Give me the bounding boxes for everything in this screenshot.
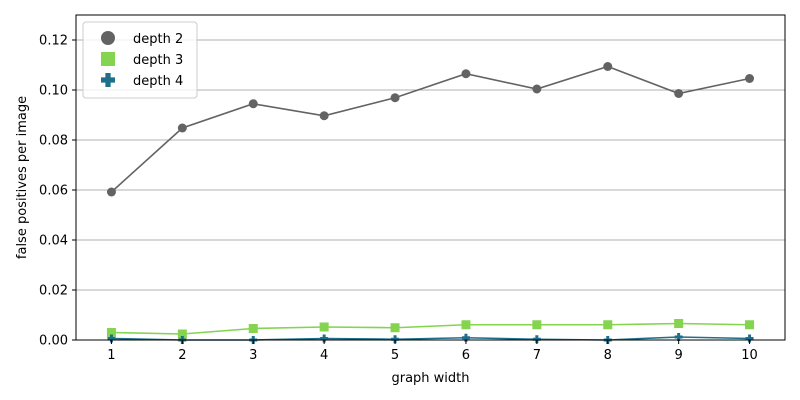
data-point	[106, 328, 116, 337]
data-point	[461, 320, 471, 330]
data-point	[674, 319, 684, 328]
series-2	[106, 319, 755, 339]
data-point	[461, 69, 471, 79]
x-tick-label: 9	[675, 348, 683, 363]
data-point	[107, 334, 116, 343]
plot-frame	[75, 14, 786, 341]
series-line	[110, 65, 750, 193]
legend-item: depth 3	[101, 52, 183, 68]
y-tick-label: 0.00	[39, 334, 68, 349]
data-point	[532, 320, 542, 330]
y-axis-label: false positives per image	[15, 96, 30, 259]
x-tick-label: 8	[604, 348, 612, 363]
legend-marker	[101, 31, 115, 45]
x-axis: 1 2 3 4 5 6 7 8 9 10	[107, 340, 758, 363]
data-point	[674, 333, 683, 341]
data-point	[603, 320, 613, 330]
series-layer	[106, 62, 755, 344]
legend-label: depth 2	[133, 32, 183, 47]
y-tick-label: 0.12	[39, 34, 68, 49]
data-point	[320, 334, 329, 343]
y-axis: 0.00 0.02 0.04 0.06 0.08 0.10 0.12	[39, 34, 76, 349]
data-point	[177, 123, 187, 133]
y-tick-label: 0.10	[39, 84, 68, 99]
y-tick-label: 0.06	[39, 184, 68, 199]
series-1	[106, 62, 755, 197]
x-axis-label: graph width	[391, 371, 469, 386]
data-point	[391, 335, 400, 344]
y-tick-label: 0.08	[39, 134, 68, 149]
y-tick-label: 0.02	[39, 284, 68, 299]
data-point	[674, 89, 684, 98]
x-tick-label: 3	[249, 348, 257, 363]
data-point	[532, 335, 541, 344]
data-point	[745, 74, 755, 83]
data-point	[106, 187, 116, 197]
legend-label: depth 3	[133, 53, 183, 68]
data-point	[461, 333, 470, 342]
x-tick-label: 1	[107, 348, 115, 363]
data-point	[745, 320, 755, 330]
x-tick-label: 4	[320, 348, 328, 363]
data-point	[319, 111, 329, 121]
data-point	[532, 84, 542, 94]
x-tick-label: 10	[741, 348, 758, 363]
legend-label: depth 4	[133, 74, 183, 89]
x-tick-label: 6	[462, 348, 470, 363]
x-tick-label: 5	[391, 348, 399, 363]
data-point	[390, 93, 400, 103]
data-point	[603, 62, 613, 71]
legend-marker	[101, 73, 115, 87]
y-tick-label: 0.04	[39, 234, 68, 249]
x-tick-label: 7	[533, 348, 541, 363]
data-point	[319, 322, 329, 332]
data-point	[177, 329, 187, 339]
legend: depth 2 depth 3 depth 4	[82, 21, 198, 99]
legend-item: depth 4	[101, 73, 183, 89]
x-tick-label: 2	[178, 348, 186, 363]
data-point	[248, 324, 258, 333]
series-3	[107, 333, 754, 344]
data-point	[248, 99, 258, 109]
series-line	[111, 322, 750, 335]
legend-item: depth 2	[101, 31, 183, 47]
data-point	[745, 334, 754, 343]
legend-marker	[101, 52, 115, 66]
data-point	[390, 323, 400, 333]
